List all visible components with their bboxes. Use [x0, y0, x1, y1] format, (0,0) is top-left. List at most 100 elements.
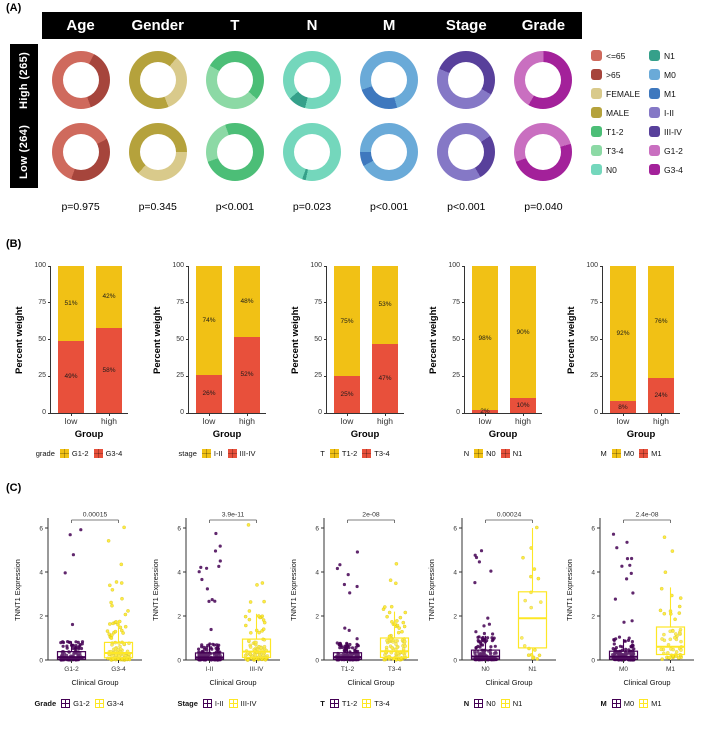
- donut-t-low: [205, 123, 264, 181]
- legend-item: G3-4: [93, 449, 122, 458]
- data-point: [262, 620, 267, 625]
- data-point: [120, 596, 124, 601]
- legend-label: M1: [664, 88, 676, 99]
- data-point: [256, 614, 261, 618]
- plot-area: 0 25 50 75 100 75% 25% low 53% 47% high: [310, 262, 404, 426]
- donut-hole: [371, 134, 408, 170]
- data-point: [213, 549, 218, 553]
- data-point: [71, 646, 75, 650]
- data-point: [491, 632, 495, 636]
- donut-hole: [525, 134, 562, 170]
- legend-label: M0: [623, 699, 635, 708]
- donut-gender-high: [128, 51, 187, 109]
- bar-low: 74% 26%: [196, 266, 222, 413]
- x-axis-label: Group: [74, 429, 104, 440]
- data-point: [338, 646, 342, 650]
- panel-b-label: (B): [6, 238, 22, 250]
- bar-legend: N N0 N1: [424, 449, 562, 458]
- y-tick-mark: [186, 375, 189, 377]
- data-point: [123, 612, 128, 617]
- data-point: [71, 553, 75, 557]
- donut-cell: [428, 116, 505, 188]
- boxplot-chart-t: 0 2 4 6 TNNT1 Expression T1-2 T3-4 2e-08 Clinica…: [286, 494, 424, 708]
- donut-hole: [525, 62, 562, 98]
- data-point: [262, 644, 267, 649]
- data-point: [247, 617, 252, 622]
- legend-swatch: [591, 145, 602, 156]
- y-tick-mark: [48, 339, 51, 340]
- x-tick-label: high: [100, 416, 118, 426]
- data-point: [200, 577, 204, 582]
- boxplot-svg: 0 2 4 6 TNNT1 Expression N0 N1 0.00024 Clinical …: [427, 512, 556, 687]
- donut-cell: [428, 44, 505, 116]
- data-point: [202, 645, 206, 649]
- data-point: [474, 646, 478, 650]
- bar-value-label: 98%: [478, 334, 492, 342]
- data-point: [479, 640, 483, 644]
- legend-item: N0: [474, 449, 496, 458]
- y-tick-mark: [462, 412, 465, 414]
- data-point: [612, 638, 616, 642]
- legend-item: M0: [649, 69, 683, 80]
- donut-hole: [293, 62, 330, 98]
- p-value: p<0.001: [370, 201, 409, 213]
- legend-label: M0: [623, 449, 635, 458]
- p-value-label: 3.9e-11: [222, 512, 245, 519]
- data-point: [476, 650, 480, 654]
- donut-m-low: [360, 123, 419, 181]
- data-point: [114, 620, 118, 624]
- data-point: [344, 653, 348, 657]
- data-point: [113, 629, 118, 634]
- x-axis-label: Group: [488, 429, 518, 440]
- legend-item: G3-4: [649, 164, 683, 175]
- data-point: [61, 644, 65, 648]
- data-point: [353, 648, 357, 652]
- legend-item: M1: [649, 88, 683, 99]
- legend-item: M0: [611, 699, 635, 708]
- data-point: [539, 600, 543, 604]
- y-tick-label: 2: [177, 613, 181, 620]
- legend-item: G1-2: [61, 699, 90, 708]
- legend-item: I-II: [649, 107, 683, 118]
- data-point: [533, 648, 537, 652]
- legend-label: I-II: [664, 107, 674, 118]
- data-point: [260, 581, 265, 585]
- data-point: [493, 644, 497, 648]
- data-point: [403, 639, 407, 644]
- data-point: [398, 615, 403, 620]
- bar-segment-M0: 92%: [610, 266, 636, 402]
- data-point: [217, 564, 221, 568]
- y-tick-mark: [48, 302, 51, 304]
- data-point: [119, 581, 124, 585]
- data-point: [243, 614, 248, 619]
- box: [608, 650, 639, 660]
- data-point: [213, 599, 217, 603]
- bar-low: 51% 49%: [58, 266, 84, 413]
- donut-hole: [139, 62, 176, 98]
- y-tick-label: 6: [39, 525, 43, 532]
- column-header-age: Age: [66, 17, 95, 34]
- bar-segment-G3-4: 58%: [96, 327, 122, 413]
- x-tick-label: T3-4: [388, 666, 402, 673]
- column-header-stage: Stage: [445, 17, 487, 34]
- data-point: [613, 647, 617, 652]
- p-value-label: 2e-08: [362, 512, 380, 519]
- x-tick-mark: [660, 413, 662, 416]
- column-header-grade: Grade: [521, 17, 566, 34]
- x-tick-mark: [622, 413, 624, 416]
- donut-n-high: [282, 51, 341, 109]
- data-point: [662, 632, 666, 637]
- x-tick-label: M0: [619, 666, 628, 673]
- data-point: [335, 566, 339, 571]
- data-point: [209, 646, 213, 650]
- legend-swatch: [649, 69, 661, 80]
- y-tick-mark: [186, 339, 189, 340]
- y-axis-label: Percent weight: [152, 306, 163, 374]
- bar-value-label: 92%: [616, 330, 630, 338]
- data-point: [68, 640, 72, 644]
- legend-label: G1-2: [73, 699, 90, 708]
- data-point: [400, 629, 404, 634]
- bar-value-label: 10%: [516, 402, 530, 410]
- x-tick-label: low: [340, 416, 354, 426]
- stacked-bar-chart-n: Percent weight 0 25 50 75 100 98% 2% low 90% 10% hi…: [424, 250, 562, 476]
